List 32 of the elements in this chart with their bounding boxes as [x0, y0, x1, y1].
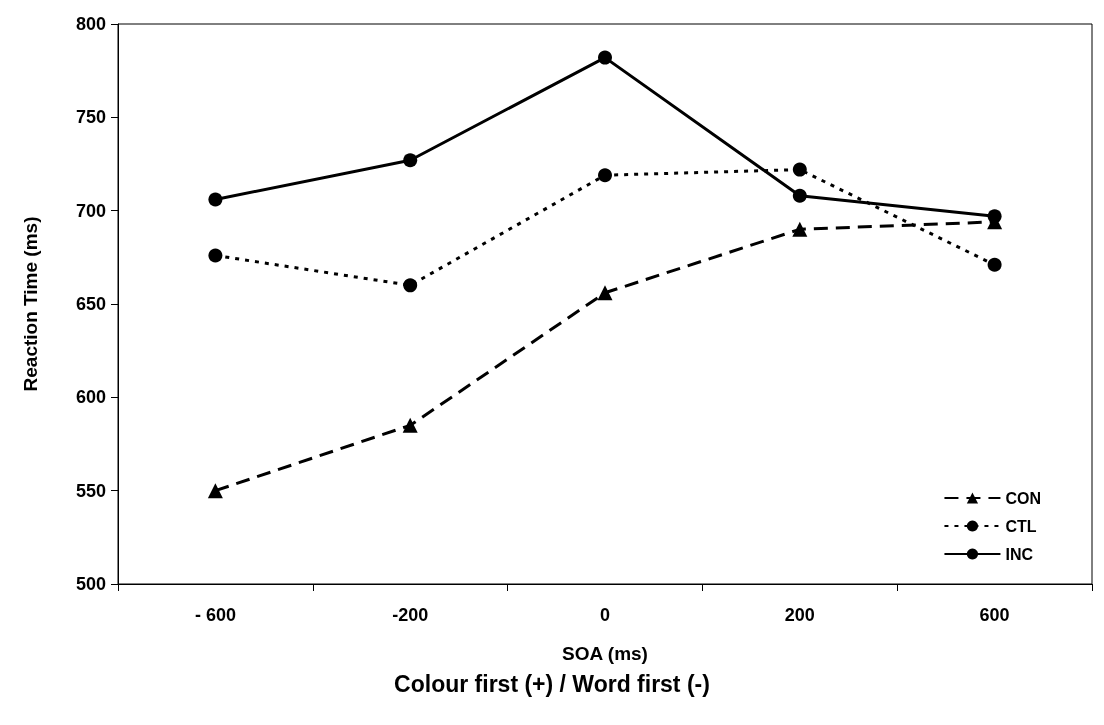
y-tick-label: 550 [75, 480, 106, 501]
y-tick-label: 700 [75, 200, 106, 221]
x-tick-label: 200 [784, 605, 815, 625]
point [402, 417, 418, 433]
y-tick-label: 500 [75, 574, 106, 594]
x-tick-label: -200 [392, 605, 429, 625]
legend-label: CON [1005, 489, 1042, 507]
x-tick-label: - 600 [194, 605, 236, 625]
point [987, 209, 1002, 224]
point [987, 257, 1002, 272]
legend-label: INC [1005, 545, 1034, 563]
x-axis-title: SOA (ms) [562, 643, 648, 664]
text: Colour first (+) / Word first (-) [394, 670, 710, 697]
point [403, 278, 418, 293]
point [207, 483, 223, 499]
point [208, 248, 223, 263]
point [792, 188, 807, 203]
y-tick-label: 800 [75, 14, 106, 34]
point [598, 50, 612, 65]
y-tick-label: 600 [75, 387, 106, 408]
x-tick-label: 600 [979, 605, 1010, 625]
y-tick-label: 750 [75, 107, 106, 128]
point [403, 153, 418, 168]
point [597, 285, 613, 301]
x-tick-label: 0 [599, 605, 611, 625]
legend-label: CTL [1005, 517, 1037, 535]
y-axis-title: Reaction Time (ms) [20, 216, 41, 392]
point [792, 221, 808, 237]
point [208, 192, 223, 207]
point [598, 168, 612, 183]
point [792, 162, 807, 177]
y-tick-label: 650 [75, 294, 106, 314]
